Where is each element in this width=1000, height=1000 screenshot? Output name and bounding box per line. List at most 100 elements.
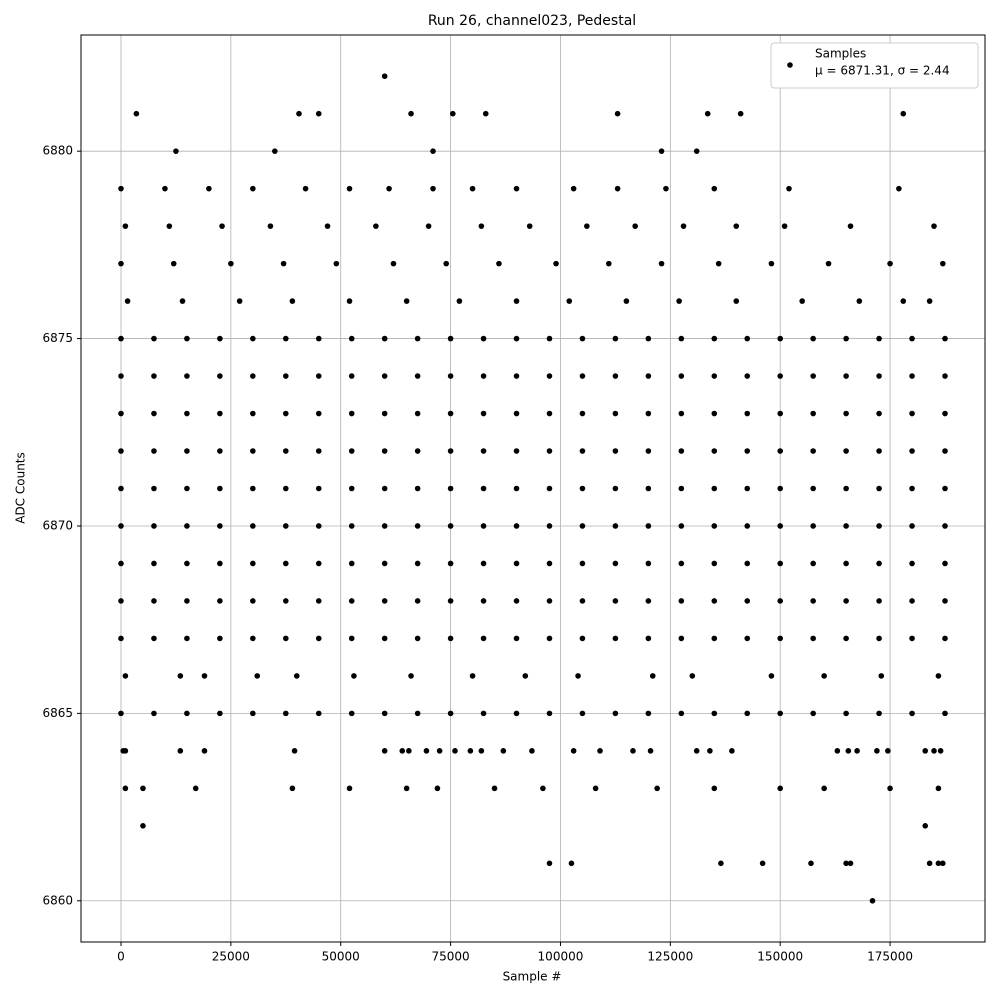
point bbox=[140, 785, 146, 792]
point bbox=[469, 185, 476, 192]
point bbox=[744, 373, 751, 379]
point bbox=[414, 635, 421, 642]
point bbox=[513, 448, 520, 454]
point bbox=[381, 73, 388, 80]
point bbox=[810, 560, 816, 567]
x-tick-label: 125000 bbox=[647, 950, 693, 964]
point bbox=[821, 785, 827, 792]
point bbox=[711, 373, 718, 379]
point bbox=[151, 598, 157, 604]
point bbox=[810, 523, 816, 529]
point bbox=[711, 635, 718, 642]
point bbox=[522, 673, 529, 679]
point bbox=[217, 485, 223, 492]
point bbox=[645, 485, 652, 492]
point bbox=[348, 560, 355, 567]
point bbox=[935, 785, 942, 792]
point bbox=[843, 448, 849, 454]
point bbox=[403, 785, 410, 792]
point bbox=[250, 523, 256, 529]
point bbox=[645, 448, 652, 454]
point bbox=[480, 373, 487, 379]
point bbox=[645, 598, 652, 604]
point bbox=[381, 448, 388, 454]
point bbox=[707, 748, 713, 754]
point bbox=[250, 710, 256, 717]
point bbox=[381, 485, 388, 492]
point bbox=[289, 785, 296, 792]
point bbox=[348, 410, 355, 417]
point bbox=[579, 635, 586, 642]
point bbox=[711, 710, 718, 717]
point bbox=[869, 897, 876, 904]
point bbox=[151, 373, 157, 379]
point bbox=[777, 485, 784, 492]
y-tick-label: 6865 bbox=[42, 706, 73, 720]
point bbox=[744, 335, 751, 342]
point bbox=[348, 485, 355, 492]
point bbox=[584, 223, 590, 229]
point bbox=[414, 523, 421, 529]
point bbox=[254, 673, 261, 679]
point bbox=[876, 598, 882, 604]
point bbox=[373, 223, 379, 229]
point bbox=[430, 148, 436, 154]
point bbox=[546, 373, 553, 379]
point bbox=[118, 410, 124, 417]
point bbox=[447, 485, 454, 492]
point bbox=[729, 748, 735, 754]
point bbox=[480, 410, 487, 417]
point bbox=[250, 560, 256, 567]
point bbox=[491, 785, 498, 792]
point bbox=[553, 260, 559, 267]
point bbox=[217, 410, 223, 417]
x-axis-label: Sample # bbox=[503, 970, 562, 984]
point bbox=[935, 673, 942, 679]
point bbox=[282, 410, 289, 417]
point bbox=[744, 523, 751, 529]
point bbox=[348, 373, 355, 379]
point bbox=[711, 485, 718, 492]
y-tick-label: 6880 bbox=[42, 144, 73, 158]
x-tick-label: 150000 bbox=[757, 950, 803, 964]
point bbox=[118, 485, 124, 492]
point bbox=[513, 485, 520, 492]
point bbox=[546, 560, 553, 567]
point bbox=[909, 373, 915, 379]
point bbox=[676, 298, 682, 304]
point bbox=[315, 485, 322, 492]
point bbox=[711, 410, 718, 417]
point bbox=[151, 485, 157, 492]
x-tick-label: 25000 bbox=[212, 950, 250, 964]
point bbox=[733, 223, 740, 229]
point bbox=[711, 785, 718, 792]
point bbox=[942, 710, 948, 717]
point bbox=[282, 373, 289, 379]
point bbox=[614, 185, 621, 192]
point bbox=[645, 523, 652, 529]
point bbox=[680, 223, 687, 229]
point bbox=[744, 560, 751, 567]
point bbox=[513, 185, 520, 192]
point bbox=[414, 448, 421, 454]
point bbox=[184, 710, 190, 717]
point bbox=[452, 748, 458, 754]
point bbox=[843, 598, 849, 604]
point bbox=[381, 410, 388, 417]
point bbox=[647, 748, 654, 754]
point bbox=[777, 523, 784, 529]
point bbox=[315, 710, 322, 717]
point bbox=[513, 710, 520, 717]
point bbox=[843, 635, 849, 642]
point bbox=[768, 260, 775, 267]
point bbox=[575, 673, 581, 679]
point bbox=[315, 335, 322, 342]
point bbox=[854, 748, 860, 754]
legend-marker bbox=[787, 62, 793, 68]
point bbox=[777, 448, 784, 454]
point bbox=[162, 185, 168, 192]
point bbox=[900, 110, 907, 117]
point bbox=[630, 748, 636, 754]
point bbox=[272, 148, 278, 154]
